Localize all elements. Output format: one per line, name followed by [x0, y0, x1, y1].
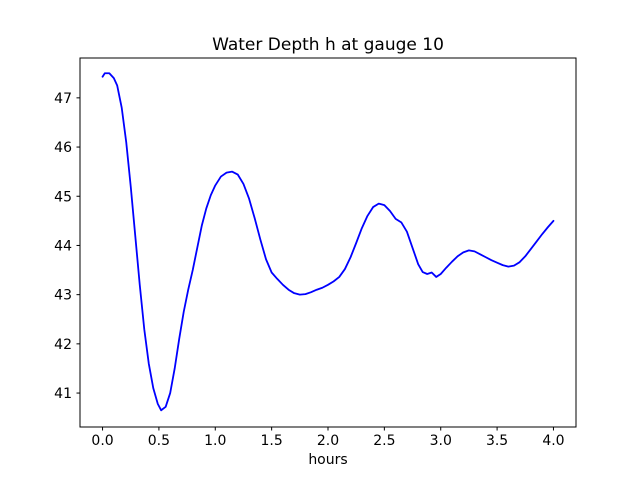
- axes: 0.0 0.5 1.0 1.5 2.0 2.5 3.0 3.5 4.0 41 42 43 44 45 46 4…: [54, 57, 577, 449]
- y-tick-label: 44: [54, 238, 72, 254]
- plot-border: [79, 57, 577, 428]
- y-tick-label: 47: [54, 91, 72, 107]
- x-tick-label: 2.0: [317, 433, 339, 449]
- x-axis-label: hours: [308, 452, 347, 468]
- x-tick-label: 0.0: [91, 433, 113, 449]
- series-lines: [101, 72, 555, 412]
- y-tick-label: 43: [54, 288, 72, 304]
- y-tick-label: 45: [54, 189, 72, 205]
- y-tick-label: 42: [54, 337, 72, 353]
- x-tick-label: 3.5: [486, 433, 508, 449]
- x-tick-label: 2.5: [373, 433, 395, 449]
- x-tick-label: 1.0: [204, 433, 226, 449]
- x-tick-label: 3.0: [430, 433, 452, 449]
- x-tick-label: 0.5: [148, 433, 170, 449]
- line-water-depth-h: [101, 72, 555, 412]
- y-tick-label: 46: [54, 140, 72, 156]
- x-tick-label: 4.0: [542, 433, 564, 449]
- chart-title: Water Depth h at gauge 10: [212, 35, 444, 55]
- y-tick-label: 41: [54, 386, 72, 402]
- x-tick-label: 1.5: [261, 433, 283, 449]
